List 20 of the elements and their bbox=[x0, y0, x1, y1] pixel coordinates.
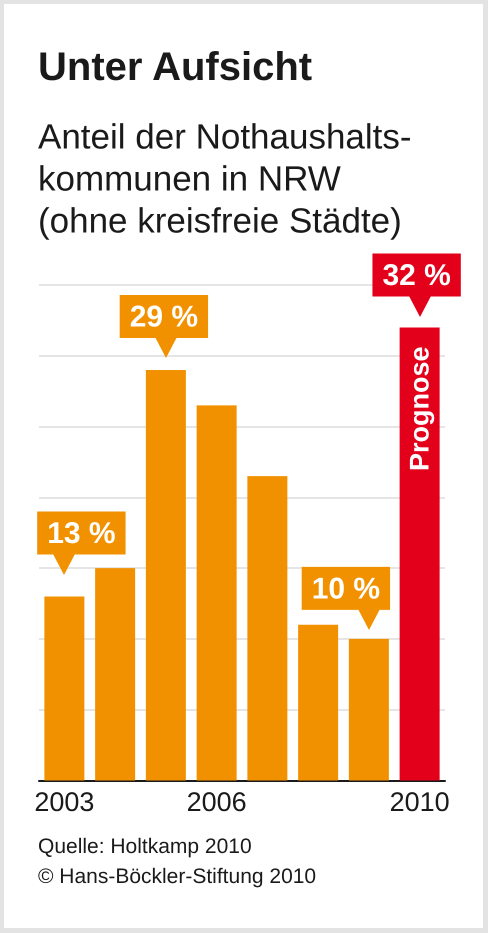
chart-subtitle: Anteil der Nothaushalts- kommunen in NRW (ohne kreisfreie Städte) bbox=[38, 118, 412, 240]
bar bbox=[247, 476, 288, 780]
x-tick-label: 2006 bbox=[186, 787, 247, 817]
bar bbox=[400, 327, 440, 780]
x-tick-label: 2010 bbox=[390, 787, 450, 817]
data-label: 32 % bbox=[382, 258, 451, 292]
data-label: 13 % bbox=[47, 516, 116, 550]
bar bbox=[44, 596, 84, 780]
annotation: Prognose bbox=[404, 346, 435, 472]
bar bbox=[95, 568, 136, 780]
data-label: 10 % bbox=[312, 572, 380, 606]
chart-title: Unter Aufsicht bbox=[38, 45, 312, 89]
bar bbox=[196, 405, 237, 780]
data-label: 29 % bbox=[130, 300, 198, 334]
source-note: Quelle: Holtkamp 2010 bbox=[38, 835, 252, 858]
text: © Hans-Böckler-Stiftung 2010 bbox=[38, 865, 316, 888]
bar bbox=[348, 638, 389, 780]
bar bbox=[298, 624, 338, 780]
bar bbox=[146, 370, 186, 780]
x-tick-label: 2003 bbox=[34, 787, 94, 817]
